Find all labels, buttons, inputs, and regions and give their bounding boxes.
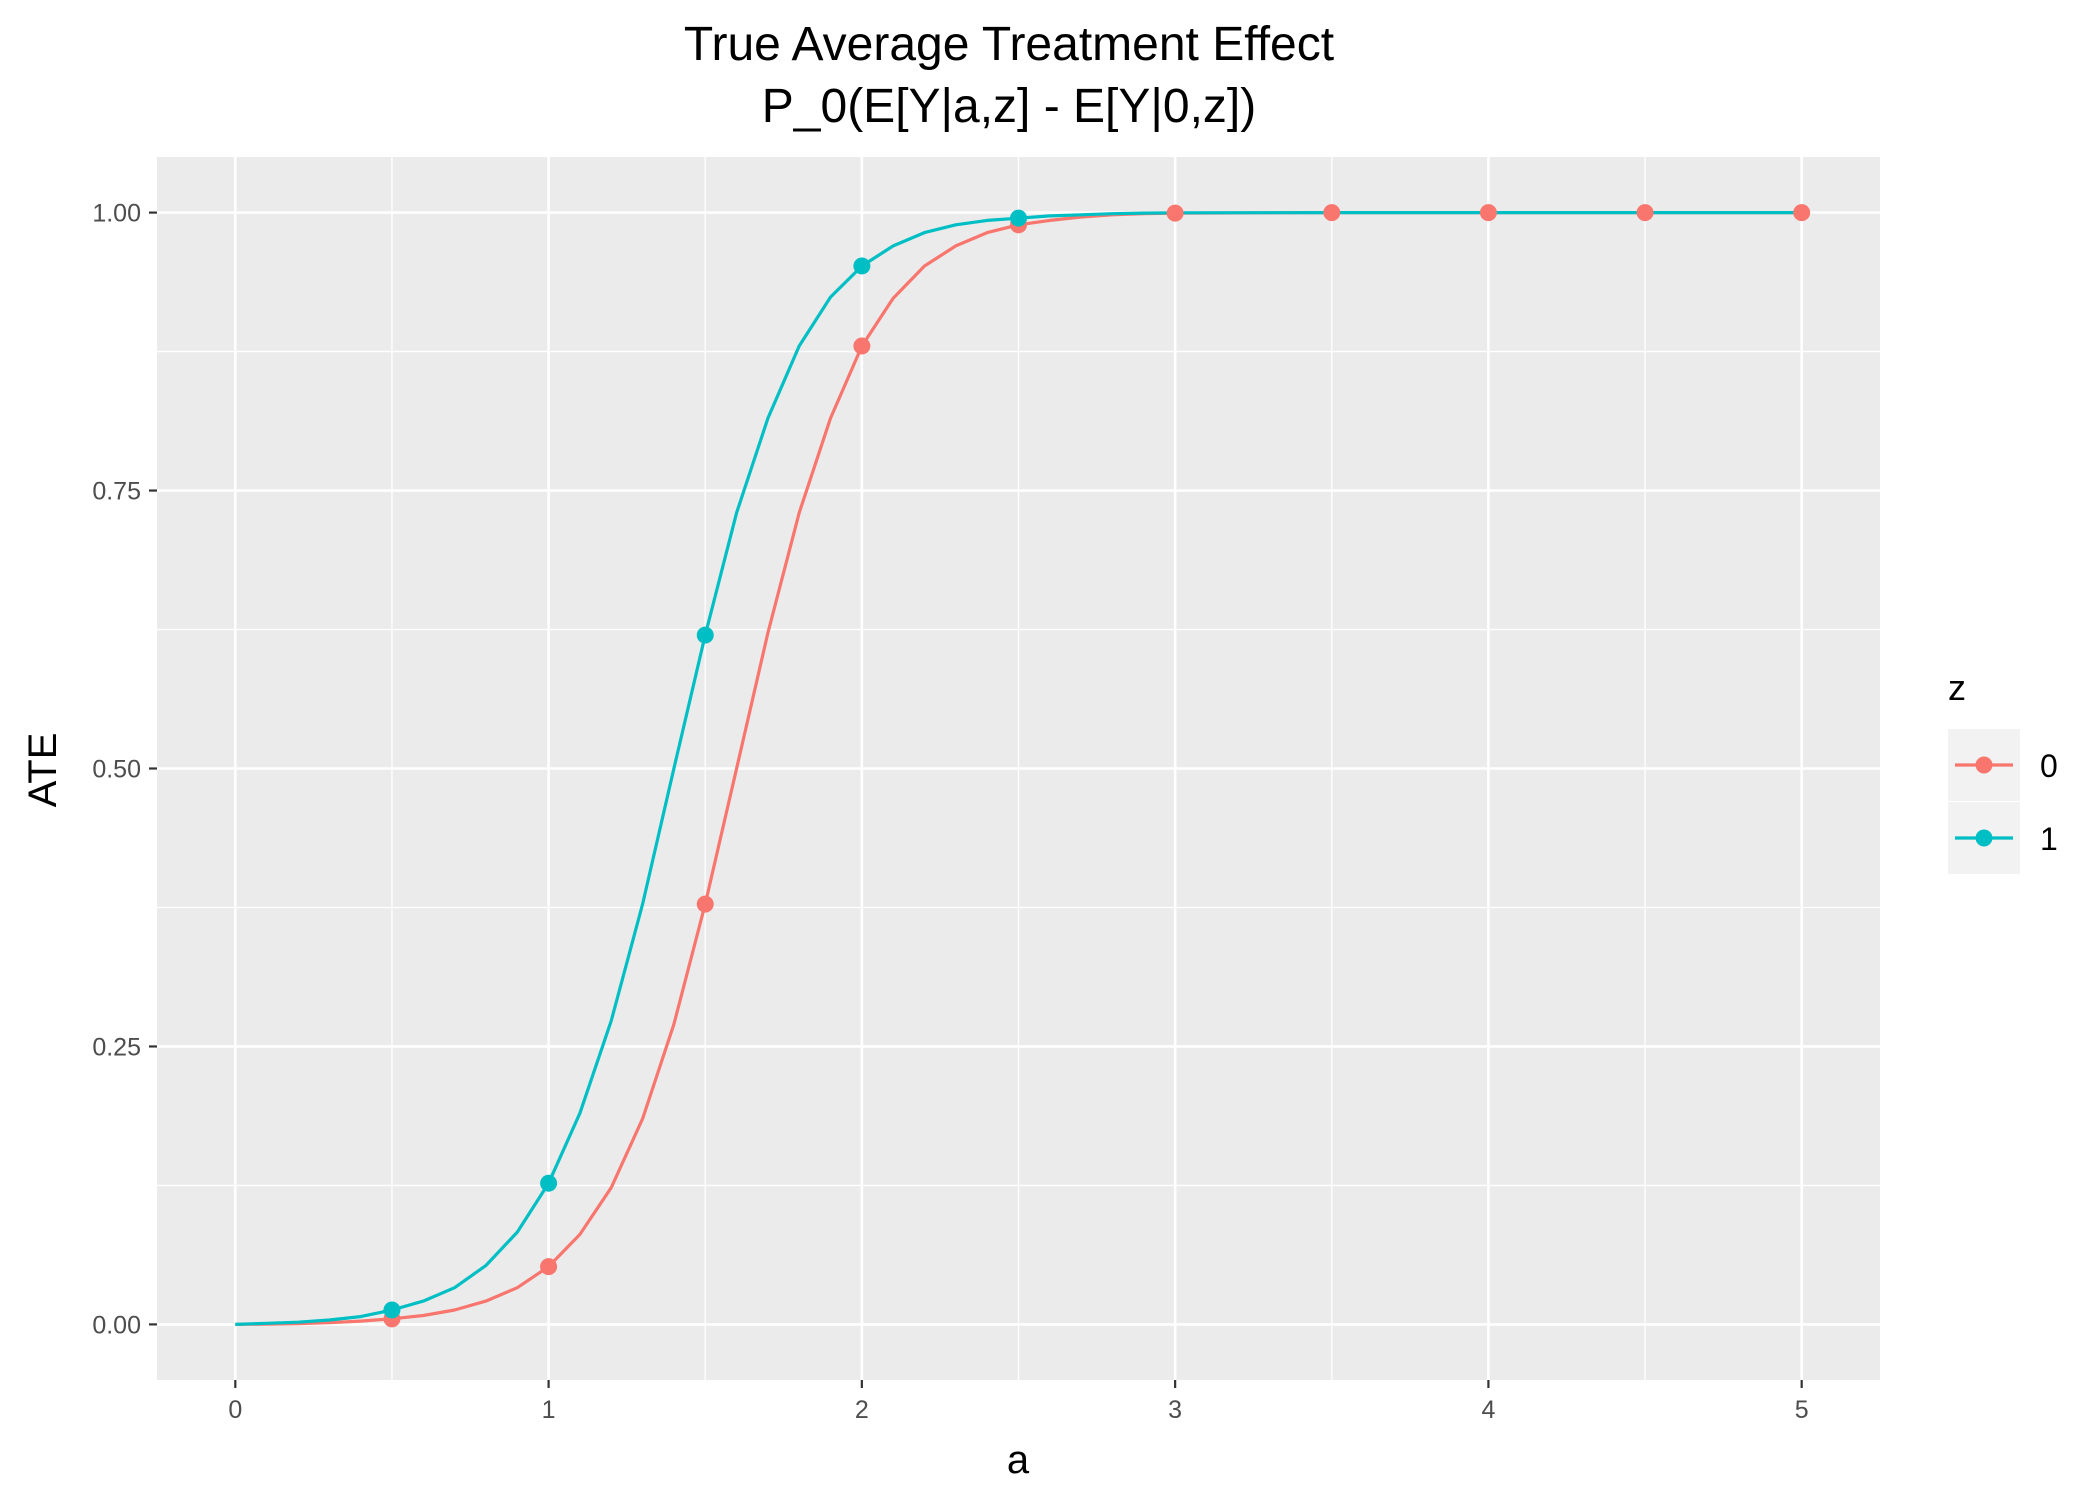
data-point-z-1 xyxy=(1010,209,1027,227)
data-point-z-0 xyxy=(1479,204,1497,222)
data-point-z-0 xyxy=(696,895,714,913)
legend-key-point xyxy=(1975,829,1993,847)
chart-subtitle: P_0(E[Y|a,z] - E[Y|0,z]) xyxy=(762,80,1256,133)
x-tick-label: 5 xyxy=(1795,1396,1809,1424)
axes: 0 1 2 3 4 5 0.00 0.25 0.50 0.75 1.00 xyxy=(92,200,1808,1424)
data-point-z-0 xyxy=(1793,204,1811,222)
data-point-z-1 xyxy=(853,257,871,275)
x-tick-label: 0 xyxy=(228,1396,242,1424)
y-tick-label: 0.00 xyxy=(92,1311,141,1339)
series-line-z-1 xyxy=(235,211,1802,1326)
x-tick-label: 3 xyxy=(1168,1396,1182,1424)
data-point-z-1 xyxy=(540,1174,558,1192)
x-tick-label: 4 xyxy=(1481,1396,1495,1424)
legend-title: z xyxy=(1948,667,1966,708)
legend-label: 1 xyxy=(2040,821,2058,857)
data-point-z-0 xyxy=(540,1258,558,1276)
y-tick-label: 0.75 xyxy=(92,478,141,506)
chart-title: True Average Treatment Effect xyxy=(684,18,1334,71)
y-axis-title: ATE xyxy=(21,733,65,808)
y-tick-label: 0.25 xyxy=(92,1033,141,1061)
data-point-z-1 xyxy=(696,626,714,644)
x-tick-label: 1 xyxy=(542,1396,556,1424)
series-group xyxy=(235,204,1811,1328)
data-point-z-0 xyxy=(1323,204,1341,222)
data-point-z-1 xyxy=(383,1301,401,1319)
legend-label: 0 xyxy=(2040,748,2058,784)
data-point-z-0 xyxy=(1636,204,1654,222)
legend: z 0 1 xyxy=(1948,667,2058,874)
y-tick-label: 1.00 xyxy=(92,200,141,228)
legend-key-point xyxy=(1975,756,1993,774)
data-point-z-0 xyxy=(853,337,871,355)
y-tick-label: 0.50 xyxy=(92,756,141,784)
data-point-z-0 xyxy=(1166,204,1184,222)
x-tick-label: 2 xyxy=(855,1396,869,1424)
x-axis-title: a xyxy=(1007,1438,1030,1482)
